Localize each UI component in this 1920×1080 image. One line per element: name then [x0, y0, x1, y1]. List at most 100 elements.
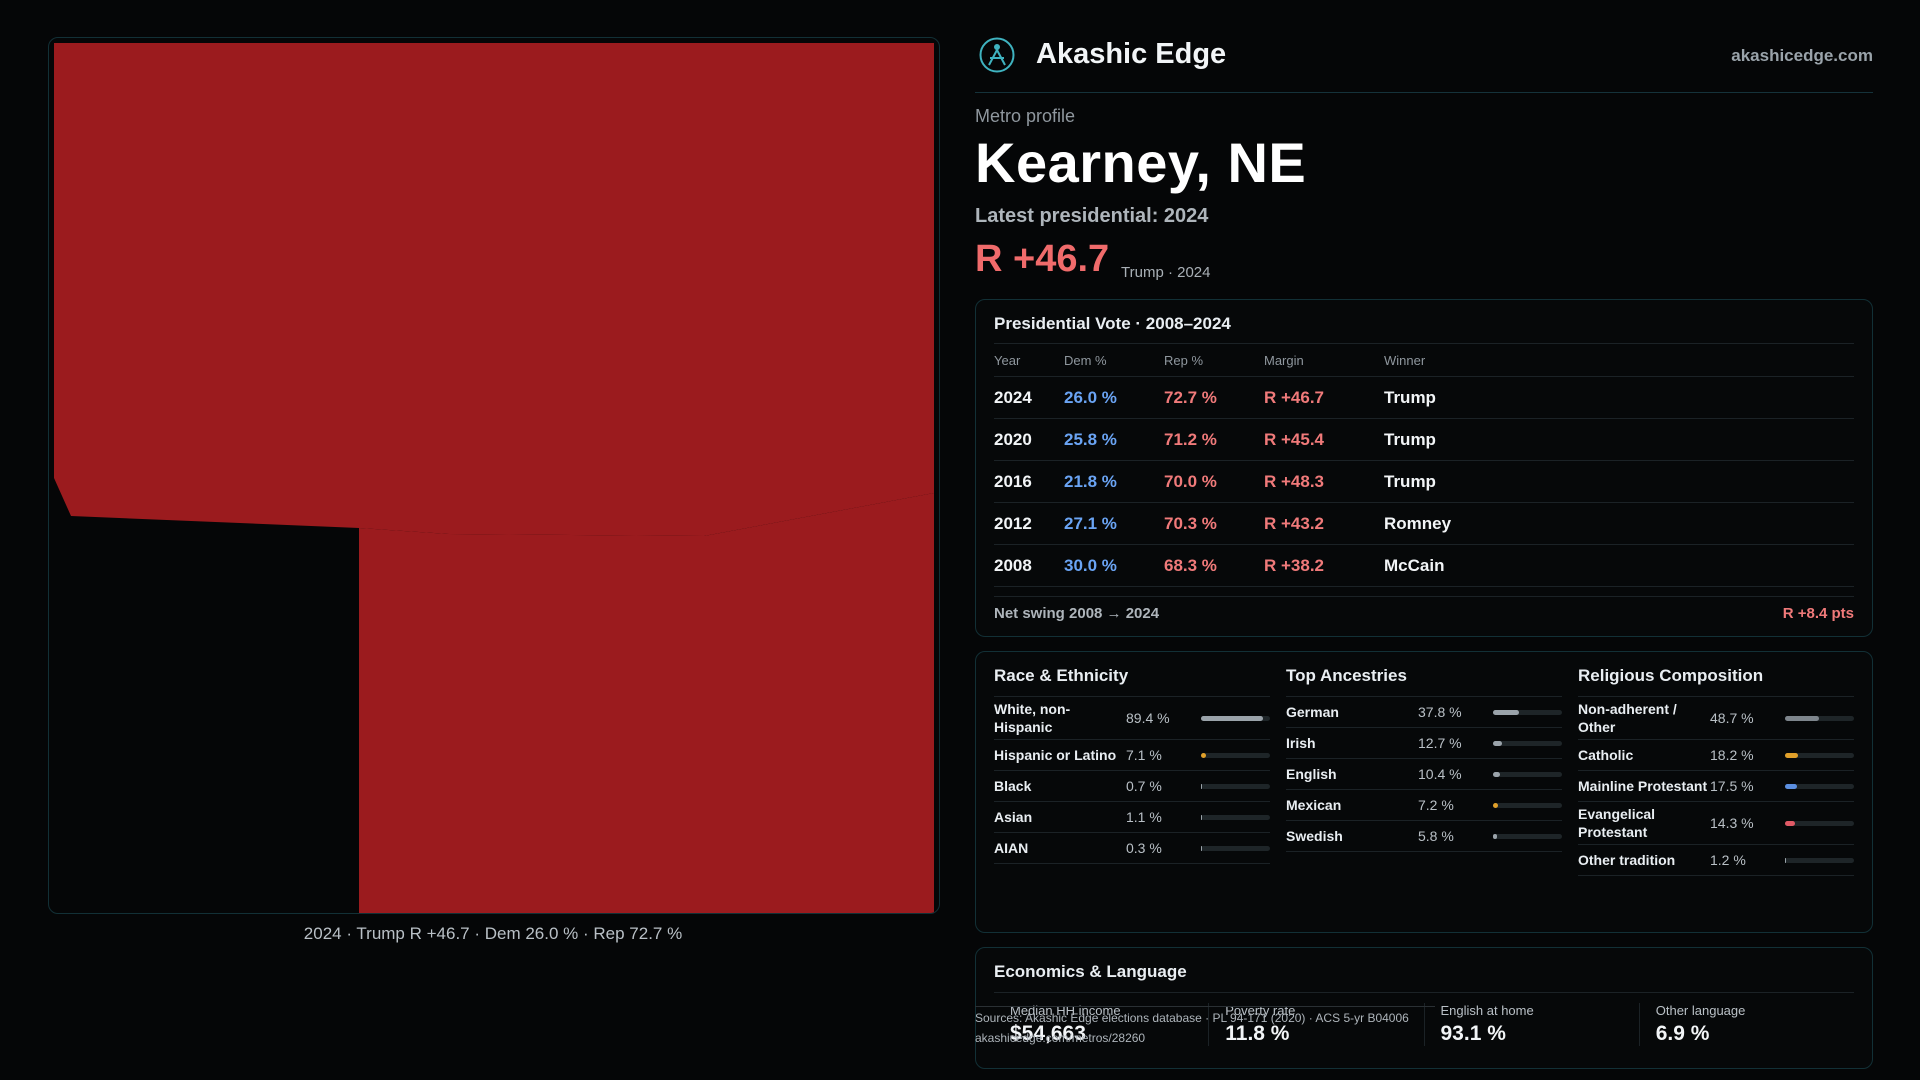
list-item[interactable]: German 37.8 % [1286, 697, 1562, 728]
item-bar-track [1493, 740, 1562, 746]
col-year: Year [994, 352, 1021, 368]
list-item[interactable]: Evangelical Protestant 14.3 % [1578, 802, 1854, 845]
item-value: 10.4 % [1418, 766, 1462, 782]
item-value: 0.7 % [1126, 778, 1162, 794]
list-item[interactable]: Other tradition 1.2 % [1578, 845, 1854, 876]
row-rep: 72.7 % [1164, 387, 1217, 407]
list-item[interactable]: Mexican 7.2 % [1286, 790, 1562, 821]
table-row[interactable]: 2012 27.1 % 70.3 % R +43.2 Romney [994, 503, 1854, 545]
row-dem: 21.8 % [1064, 471, 1117, 491]
vote-table-header: Year Dem % Rep % Margin Winner [994, 344, 1854, 377]
item-bar-track [1785, 857, 1854, 863]
latest-election-label: Latest presidential: 2024 [975, 205, 1209, 227]
economics-title: Economics & Language [994, 962, 1854, 993]
list-item[interactable]: Non-adherent / Other 48.7 % [1578, 697, 1854, 740]
list-item[interactable]: Mainline Protestant 17.5 % [1578, 771, 1854, 802]
item-label: German [1286, 704, 1339, 720]
religion-list: Non-adherent / Other 48.7 % Catholic 18.2 %… [1578, 697, 1854, 876]
list-item[interactable]: Hispanic or Latino 7.1 % [994, 740, 1270, 771]
item-bar-track [1785, 783, 1854, 789]
map-caption: 2024 · Trump R +46.7 · Dem 26.0 % · Rep … [303, 924, 683, 943]
item-label: Swedish [1286, 828, 1343, 844]
source-url[interactable]: akashicedge.com/metros/28260 [975, 1031, 1146, 1045]
list-item[interactable]: AIAN 0.3 % [994, 833, 1270, 864]
ancestry-section: Top Ancestries German 37.8 % Irish 12.7 % En… [1286, 666, 1562, 918]
net-swing-label: Net swing 2008 → 2024 [994, 605, 1160, 622]
county-shape-south[interactable] [359, 493, 934, 913]
col-winner: Winner [1384, 352, 1426, 368]
list-item[interactable]: Irish 12.7 % [1286, 728, 1562, 759]
row-rep: 71.2 % [1164, 429, 1217, 449]
col-rep: Rep % [1164, 352, 1204, 368]
item-bar-fill [1785, 752, 1798, 758]
row-margin: R +38.2 [1264, 555, 1325, 575]
table-row[interactable]: 2016 21.8 % 70.0 % R +48.3 Trump [994, 461, 1854, 503]
item-bar-fill [1785, 715, 1819, 721]
item-value: 18.2 % [1710, 747, 1754, 763]
top-bar: Akashic Edge akashicedge.com [975, 36, 1873, 93]
item-label: Hispanic or Latino [994, 747, 1117, 763]
brand-name[interactable]: Akashic Edge [1036, 38, 1227, 70]
item-bar-fill [1201, 783, 1202, 789]
row-year: 2012 [994, 513, 1032, 533]
row-winner: McCain [1384, 555, 1445, 575]
list-item[interactable]: Catholic 18.2 % [1578, 740, 1854, 771]
item-bar-track [1493, 802, 1562, 808]
item-bar-track [1785, 715, 1854, 721]
stat-other-language: Other language 6.9 % [1638, 1003, 1854, 1046]
profile-eyebrow: Metro profile [975, 106, 1076, 126]
ancestry-list: German 37.8 % Irish 12.7 % English 10.4 % Mexi… [1286, 697, 1562, 852]
table-row[interactable]: 2008 30.0 % 68.3 % R +38.2 McCain [994, 545, 1854, 587]
table-row[interactable]: 2024 26.0 % 72.7 % R +46.7 Trump [994, 377, 1854, 419]
religion-title: Religious Composition [1578, 666, 1854, 697]
item-bar-track [1201, 783, 1270, 789]
col-margin: Margin [1264, 352, 1304, 368]
list-item[interactable]: English 10.4 % [1286, 759, 1562, 790]
item-label: Black [994, 778, 1032, 794]
item-bar-fill [1785, 783, 1798, 789]
item-value: 0.3 % [1126, 840, 1162, 856]
item-label: Irish [1286, 735, 1316, 751]
row-margin: R +46.7 [1264, 387, 1325, 407]
row-dem: 30.0 % [1064, 555, 1117, 575]
atom-compass-icon[interactable] [979, 37, 1015, 73]
item-bar-track [1785, 752, 1854, 758]
list-item[interactable]: White, non-Hispanic 89.4 % [994, 697, 1270, 740]
list-item[interactable]: Asian 1.1 % [994, 802, 1270, 833]
item-label: Catholic [1578, 747, 1634, 763]
stat-english-home: English at home 93.1 % [1423, 1003, 1639, 1046]
item-label: Evangelical Protestant [1578, 806, 1656, 840]
item-label: Mainline Protestant [1578, 778, 1708, 794]
stat-label: English at home [1440, 1003, 1534, 1018]
row-winner: Romney [1384, 513, 1452, 533]
item-bar-track [1493, 709, 1562, 715]
item-value: 7.2 % [1418, 797, 1454, 813]
item-value: 7.1 % [1126, 747, 1162, 763]
page-title: Kearney, NE [975, 131, 1307, 194]
row-rep: 70.0 % [1164, 471, 1217, 491]
item-value: 12.7 % [1418, 735, 1462, 751]
vote-card-title: Presidential Vote · 2008–2024 [994, 314, 1854, 344]
row-winner: Trump [1384, 471, 1436, 491]
stat-value: 93.1 % [1440, 1022, 1506, 1045]
county-shape-north[interactable] [54, 43, 934, 536]
item-bar-fill [1201, 845, 1202, 851]
list-item[interactable]: Black 0.7 % [994, 771, 1270, 802]
item-bar-track [1201, 752, 1270, 758]
table-row[interactable]: 2020 25.8 % 71.2 % R +45.4 Trump [994, 419, 1854, 461]
latest-margin: R +46.7 [975, 238, 1110, 280]
item-bar-track [1201, 715, 1270, 721]
item-label: English [1286, 766, 1337, 782]
item-bar-track [1201, 814, 1270, 820]
item-value: 1.1 % [1126, 809, 1162, 825]
metro-map[interactable] [48, 37, 940, 914]
source-note: Sources: Akashic Edge elections database… [975, 1006, 1445, 1048]
row-dem: 26.0 % [1064, 387, 1117, 407]
item-bar-fill [1493, 833, 1497, 839]
item-bar-fill [1201, 715, 1263, 721]
stat-value: 11.8 % [1225, 1022, 1290, 1045]
site-link[interactable]: akashicedge.com [1731, 46, 1873, 65]
item-label: Asian [994, 809, 1033, 825]
list-item[interactable]: Swedish 5.8 % [1286, 821, 1562, 852]
row-dem: 27.1 % [1064, 513, 1117, 533]
